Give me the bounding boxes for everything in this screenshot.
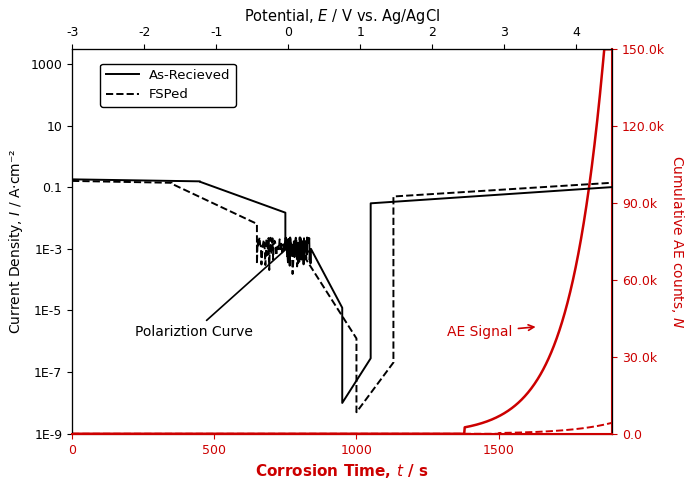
FSPed [160,180,168,186]
As-Recieved [338,400,346,406]
Text: Polariztion Curve: Polariztion Curve [134,246,289,339]
Line: FSPed: FSPed [72,181,613,412]
As-Recieved [193,178,202,184]
FSPed [209,200,217,206]
X-axis label: Corrosion Time, $t$ / s: Corrosion Time, $t$ / s [256,462,429,480]
FSPed [140,179,148,185]
As-Recieved [68,176,76,182]
Y-axis label: Cumulative AE counts, $N$: Cumulative AE counts, $N$ [669,155,686,328]
As-Recieved [205,182,213,188]
X-axis label: Potential, $E$ / V vs. Ag/AgCl: Potential, $E$ / V vs. Ag/AgCl [244,7,440,26]
FSPed [352,409,360,415]
FSPed [608,180,617,186]
As-Recieved [148,178,157,184]
As-Recieved [608,184,617,190]
As-Recieved [335,300,344,306]
FSPed [68,178,76,184]
FSPed [69,178,78,184]
As-Recieved [324,278,332,284]
FSPed [283,245,291,251]
Legend: As-Recieved, FSPed: As-Recieved, FSPed [100,63,236,107]
As-Recieved [261,202,269,208]
Text: AE Signal: AE Signal [448,325,534,339]
FSPed [139,179,148,185]
Line: As-Recieved: As-Recieved [72,179,613,403]
Y-axis label: Current Density, $I$ / A·cm⁻²: Current Density, $I$ / A·cm⁻² [7,149,25,334]
